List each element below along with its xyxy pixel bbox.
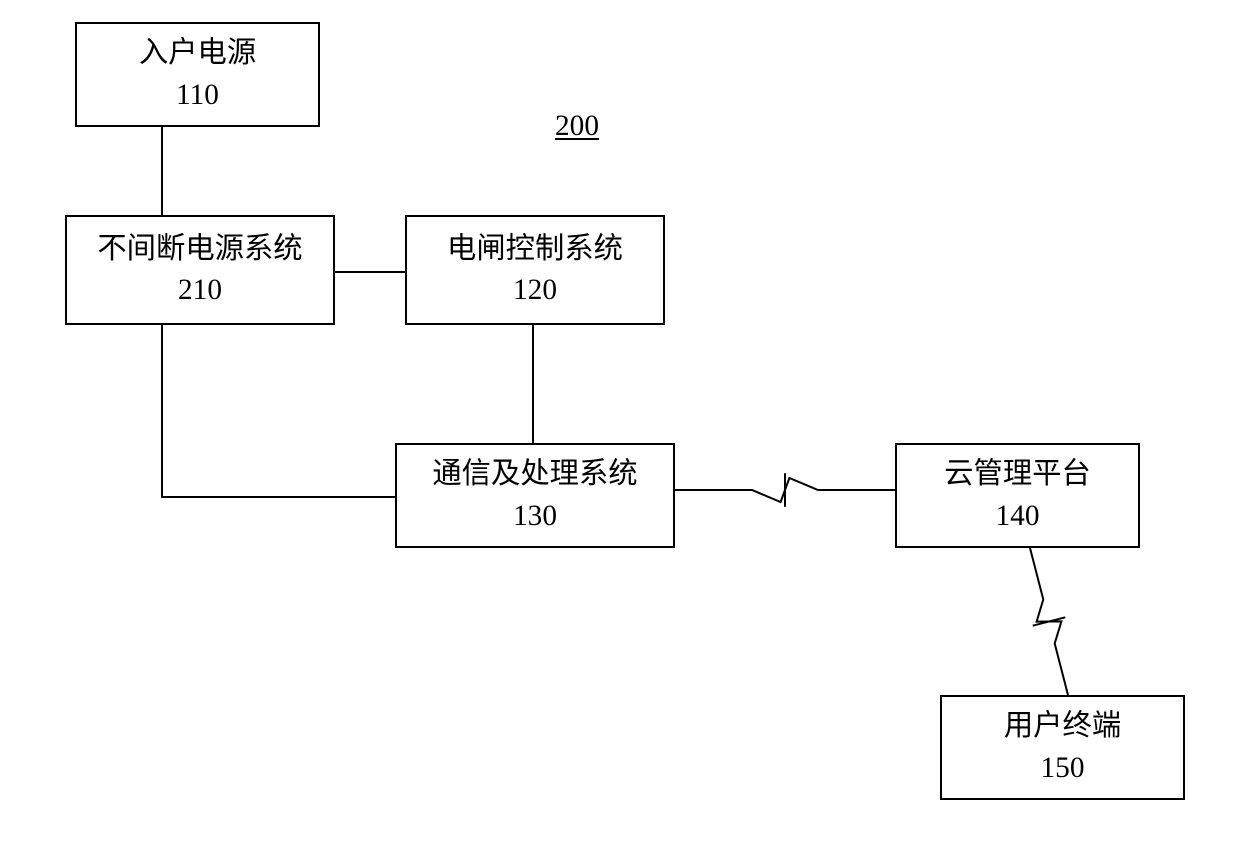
edge-solid bbox=[162, 325, 395, 497]
node-number: 130 bbox=[513, 496, 557, 537]
diagram-canvas: 200 入户电源 110 不间断电源系统 210 电闸控制系统 120 通信及处… bbox=[0, 0, 1240, 863]
node-title: 入户电源 bbox=[139, 33, 256, 74]
node-ups-system: 不间断电源系统 210 bbox=[65, 215, 335, 325]
node-number: 110 bbox=[176, 75, 219, 116]
figure-number-label: 200 bbox=[555, 110, 599, 143]
node-switch-control-system: 电闸控制系统 120 bbox=[405, 215, 665, 325]
node-title: 通信及处理系统 bbox=[432, 454, 637, 495]
node-household-power: 入户电源 110 bbox=[75, 22, 320, 127]
node-communication-processing-system: 通信及处理系统 130 bbox=[395, 443, 675, 548]
node-title: 不间断电源系统 bbox=[97, 229, 302, 270]
node-cloud-management-platform: 云管理平台 140 bbox=[895, 443, 1140, 548]
node-title: 电闸控制系统 bbox=[447, 229, 623, 270]
edge-wireless bbox=[675, 478, 895, 502]
node-number: 210 bbox=[178, 270, 222, 311]
node-title: 用户终端 bbox=[1004, 706, 1121, 747]
node-user-terminal: 用户终端 150 bbox=[940, 695, 1185, 800]
node-title: 云管理平台 bbox=[944, 454, 1091, 495]
edge-wireless bbox=[1030, 548, 1068, 695]
node-number: 150 bbox=[1041, 748, 1085, 789]
node-number: 140 bbox=[996, 496, 1040, 537]
node-number: 120 bbox=[513, 270, 557, 311]
edge-wireless-cross bbox=[1033, 617, 1066, 625]
